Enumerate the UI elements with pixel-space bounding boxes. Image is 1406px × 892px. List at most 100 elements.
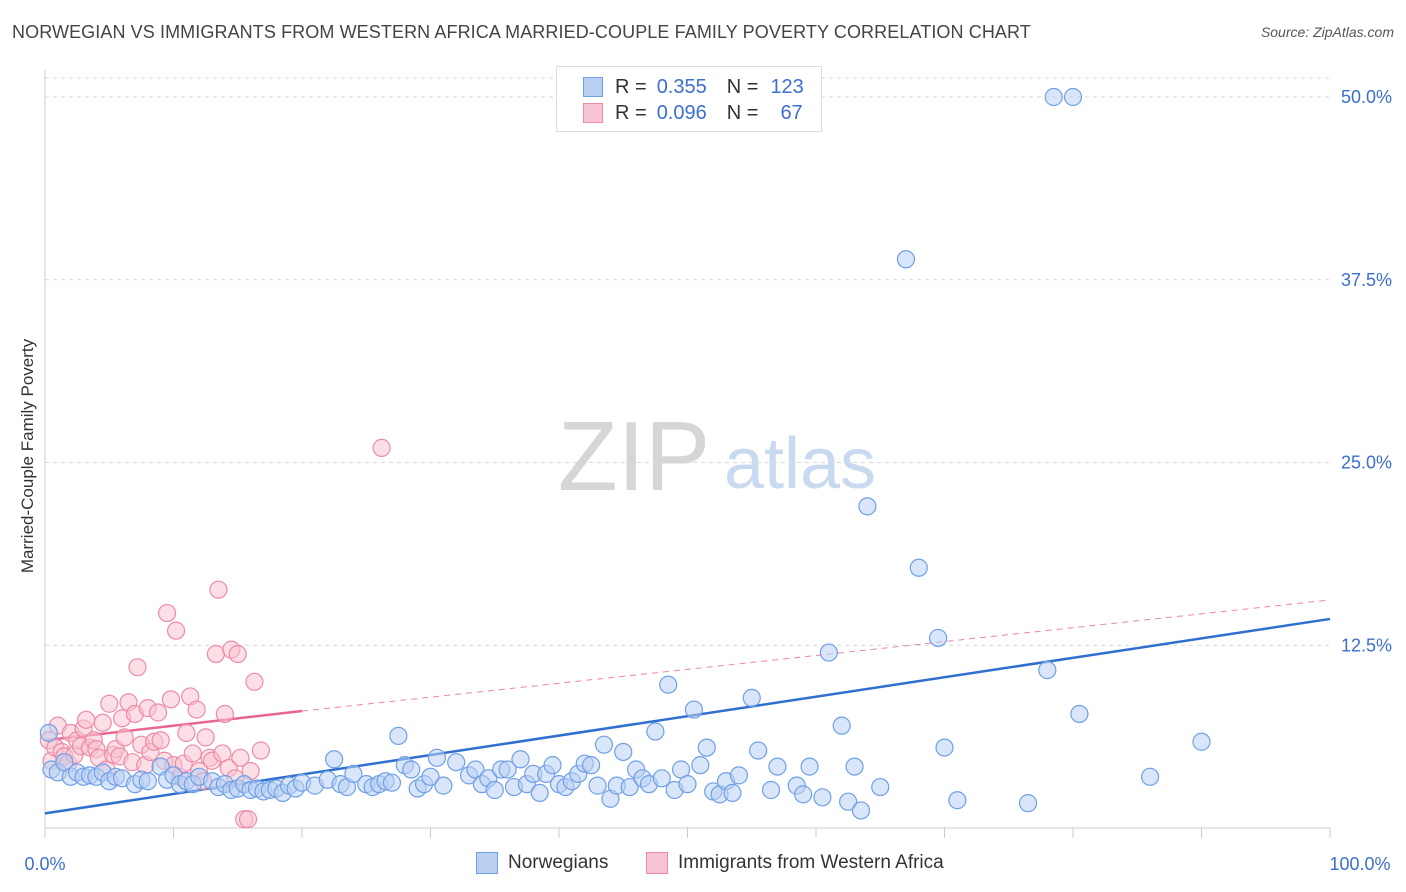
y-tick-label: 50.0% — [1341, 87, 1392, 107]
point-norwegians — [389, 726, 408, 745]
watermark: ZIP atlas — [558, 401, 876, 511]
legend-n-value-western-africa: 67 — [780, 101, 803, 124]
point-norwegians — [697, 738, 716, 757]
point-norwegians — [421, 767, 440, 786]
trend-line-western-africa-extension — [301, 599, 1331, 712]
point-western-africa — [151, 731, 170, 750]
point-norwegians — [382, 773, 402, 792]
point-norwegians — [659, 675, 678, 694]
point-norwegians — [794, 785, 813, 804]
point-norwegians — [909, 558, 928, 577]
bottom-legend-swatch-norwegians — [476, 852, 498, 874]
point-norwegians — [871, 777, 890, 797]
point-norwegians — [1070, 704, 1089, 724]
legend-r-value-norwegians: 0.355 — [656, 75, 707, 98]
legend-row-norwegians: R = 0.355 N = 123 — [583, 74, 804, 100]
point-norwegians — [427, 748, 447, 767]
point-western-africa — [187, 700, 206, 719]
point-norwegians — [138, 772, 157, 791]
tick-labels: 12.5% 25.0% 37.5% 50.0% 0.0% 100.0% — [24, 87, 1392, 874]
point-norwegians — [498, 760, 517, 779]
point-norwegians — [1063, 87, 1083, 107]
point-norwegians — [582, 756, 601, 775]
point-norwegians — [434, 776, 453, 795]
point-western-africa — [251, 741, 270, 760]
point-norwegians — [594, 735, 614, 754]
point-western-africa — [128, 658, 147, 677]
bottom-legend-norwegians: Norwegians — [476, 852, 608, 874]
point-norwegians — [614, 742, 633, 762]
point-norwegians — [652, 769, 671, 788]
legend-swatch-norwegians — [583, 77, 603, 97]
point-western-africa — [161, 690, 181, 709]
watermark-atlas: atlas — [724, 424, 876, 504]
point-norwegians — [800, 757, 819, 776]
point-norwegians — [646, 722, 665, 741]
legend-n-value-norwegians: 123 — [770, 75, 804, 98]
point-western-africa — [209, 580, 228, 599]
point-western-africa — [231, 748, 250, 767]
point-western-africa — [228, 644, 247, 664]
legend-r-label: R = — [615, 101, 647, 124]
point-norwegians — [768, 757, 787, 776]
point-norwegians — [620, 777, 639, 797]
point-norwegians — [402, 760, 421, 779]
point-western-africa — [245, 672, 264, 691]
point-norwegians — [530, 783, 549, 803]
y-tick-label: 12.5% — [1341, 635, 1392, 655]
point-norwegians — [896, 250, 916, 269]
point-norwegians — [1192, 732, 1211, 751]
point-norwegians — [344, 764, 363, 784]
point-western-africa — [183, 744, 202, 763]
point-norwegians — [325, 750, 344, 769]
point-norwegians — [948, 791, 967, 810]
point-norwegians — [813, 788, 832, 807]
grid-lines — [45, 77, 1330, 646]
watermark-zip: ZIP — [558, 401, 710, 511]
point-norwegians — [839, 792, 858, 811]
legend-swatch-western-africa — [583, 103, 603, 123]
point-western-africa — [93, 713, 112, 732]
x-tick-label: 100.0% — [1329, 854, 1390, 874]
bottom-legend-label-norwegians: Norwegians — [508, 852, 609, 873]
point-norwegians — [1038, 661, 1057, 680]
legend-r-label: R = — [615, 75, 647, 98]
x-tick-label: 0.0% — [24, 854, 65, 874]
point-norwegians — [935, 738, 954, 757]
point-western-africa — [100, 694, 119, 713]
legend-n-label: N = — [726, 75, 759, 98]
y-tick-label: 37.5% — [1341, 270, 1392, 290]
point-norwegians — [761, 780, 781, 800]
y-tick-label: 25.0% — [1341, 453, 1392, 473]
point-norwegians — [845, 757, 864, 776]
stats-legend: R = 0.355 N = 123 R = 0.096 N = 67 — [556, 66, 822, 132]
legend-n-label: N = — [726, 101, 759, 124]
point-norwegians — [851, 801, 871, 820]
point-western-africa — [115, 728, 134, 747]
point-norwegians — [485, 780, 504, 800]
point-norwegians — [447, 753, 466, 772]
point-norwegians — [832, 716, 851, 735]
point-norwegians — [729, 766, 749, 785]
point-norwegians — [858, 497, 877, 516]
point-norwegians — [742, 688, 761, 707]
point-norwegians — [511, 750, 530, 769]
point-norwegians — [39, 723, 58, 743]
point-norwegians — [678, 775, 697, 794]
point-norwegians — [543, 756, 562, 775]
point-norwegians — [928, 628, 948, 648]
chart-title: NORWEGIAN VS IMMIGRANTS FROM WESTERN AFR… — [12, 22, 1031, 42]
source-label: Source: ZipAtlas.com — [1260, 24, 1394, 40]
point-western-africa — [177, 723, 196, 743]
point-western-africa — [166, 621, 186, 640]
point-western-africa — [196, 728, 215, 747]
point-western-africa — [77, 710, 96, 729]
point-western-africa — [206, 644, 226, 664]
point-norwegians — [684, 700, 704, 719]
legend-row-western-africa: R = 0.096 N = 67 — [583, 100, 803, 126]
point-western-africa — [238, 810, 258, 829]
point-norwegians — [588, 776, 607, 795]
axes — [44, 70, 1331, 838]
point-norwegians — [723, 783, 742, 803]
